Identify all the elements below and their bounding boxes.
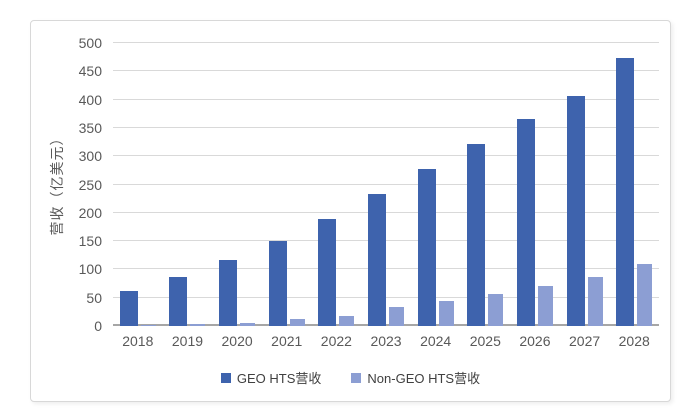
gridline [113, 42, 659, 43]
bar-group-2027 [560, 43, 610, 326]
bar-non-geo-2020 [240, 322, 256, 326]
legend: GEO HTS营收 Non-GEO HTS营收 [31, 368, 670, 387]
y-tick-label: 400 [78, 91, 102, 108]
x-tick-label: 2026 [519, 333, 551, 349]
x-tick-label: 2024 [420, 333, 452, 349]
bar-geo-2018 [119, 290, 138, 326]
bar-geo-2023 [368, 194, 387, 326]
chart-card: 营收（亿美元） 0 50 100 150 200 250 300 350 400 450 500 2… [30, 20, 671, 402]
gridline [113, 183, 659, 185]
bar-non-geo-2022 [339, 315, 355, 326]
bar-geo-2022 [318, 219, 337, 326]
x-tick-label: 2027 [569, 333, 601, 349]
bar-geo-2027 [566, 96, 585, 326]
bar-group-2019 [163, 43, 213, 326]
bar-non-geo-2025 [488, 293, 504, 326]
y-tick-label: 200 [78, 204, 102, 221]
bar-non-geo-2026 [537, 286, 553, 326]
bar-group-2025 [460, 43, 510, 326]
bar-geo-2026 [516, 118, 535, 326]
bar-geo-2028 [616, 57, 635, 326]
x-tick-label: 2019 [171, 333, 204, 349]
legend-label-non-geo: Non-GEO HTS营收 [367, 371, 481, 386]
x-tick-label: 2020 [221, 333, 253, 349]
x-tick-label: 2022 [320, 333, 352, 349]
bar-non-geo-2023 [389, 307, 405, 326]
x-tick-label: 2023 [370, 333, 402, 349]
legend-item-geo: GEO HTS营收 [220, 368, 322, 387]
bar-non-geo-2018 [140, 325, 156, 326]
bar-group-2022 [312, 43, 362, 326]
bar-groups [113, 43, 659, 326]
y-tick-label: 100 [78, 261, 102, 278]
y-tick-label: 250 [78, 176, 102, 193]
legend-swatch-non-geo [351, 372, 362, 383]
x-axis-labels: 2018 2019 2020 2021 2022 2023 2024 2025 2026 2027… [113, 333, 659, 349]
gridline [113, 98, 659, 100]
bar-non-geo-2019 [190, 324, 206, 326]
x-tick-label: 2021 [271, 333, 303, 349]
bar-group-2028 [609, 43, 659, 326]
y-tick-label: 450 [78, 63, 102, 80]
bar-group-2024 [411, 43, 461, 326]
x-tick-label: 2025 [469, 333, 501, 349]
y-tick-label: 50 [86, 289, 102, 306]
legend-label-geo: GEO HTS营收 [236, 371, 322, 386]
y-tick-label: 350 [78, 119, 102, 136]
bar-group-2023 [361, 43, 411, 326]
bar-group-2020 [212, 43, 262, 326]
bar-geo-2024 [417, 168, 436, 326]
bar-geo-2020 [219, 260, 238, 326]
gridline [113, 126, 659, 128]
bar-group-2021 [262, 43, 312, 326]
gridline [113, 70, 659, 72]
bar-group-2018 [113, 43, 163, 326]
x-tick-label: 2018 [122, 333, 154, 349]
plot-area: 0 50 100 150 200 250 300 350 400 450 500 [79, 36, 659, 333]
y-tick-label: 0 [94, 318, 102, 334]
bar-non-geo-2028 [637, 263, 653, 326]
legend-swatch-geo [220, 372, 231, 383]
y-tick-label: 150 [78, 233, 102, 250]
bar-non-geo-2021 [289, 319, 305, 326]
bar-non-geo-2027 [587, 276, 603, 326]
gridline [113, 155, 659, 157]
legend-item-non-geo: Non-GEO HTS营收 [351, 368, 480, 387]
bar-geo-2019 [169, 277, 188, 326]
bar-geo-2021 [268, 240, 287, 326]
y-tick-label: 500 [78, 35, 102, 51]
y-axis-title: 营收（亿美元） [49, 130, 65, 236]
bar-non-geo-2024 [438, 300, 454, 326]
bar-group-2026 [510, 43, 560, 326]
y-tick-label: 300 [78, 148, 102, 165]
x-tick-label: 2028 [618, 333, 650, 349]
bar-geo-2025 [467, 143, 486, 326]
